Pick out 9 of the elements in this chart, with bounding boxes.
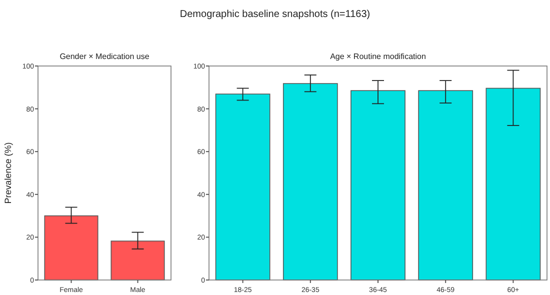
bar: [418, 90, 474, 280]
y-axis-title: Prevalence (%): [3, 142, 13, 204]
chart-title: Age × Routine modification: [330, 52, 426, 61]
bar: [350, 90, 406, 280]
bar: [215, 94, 270, 280]
chart-title: Gender × Medication use: [60, 52, 150, 61]
bar: [486, 88, 541, 280]
text: Demographic baseline snapshots (n=1163): [180, 9, 370, 20]
bar: [282, 83, 338, 280]
